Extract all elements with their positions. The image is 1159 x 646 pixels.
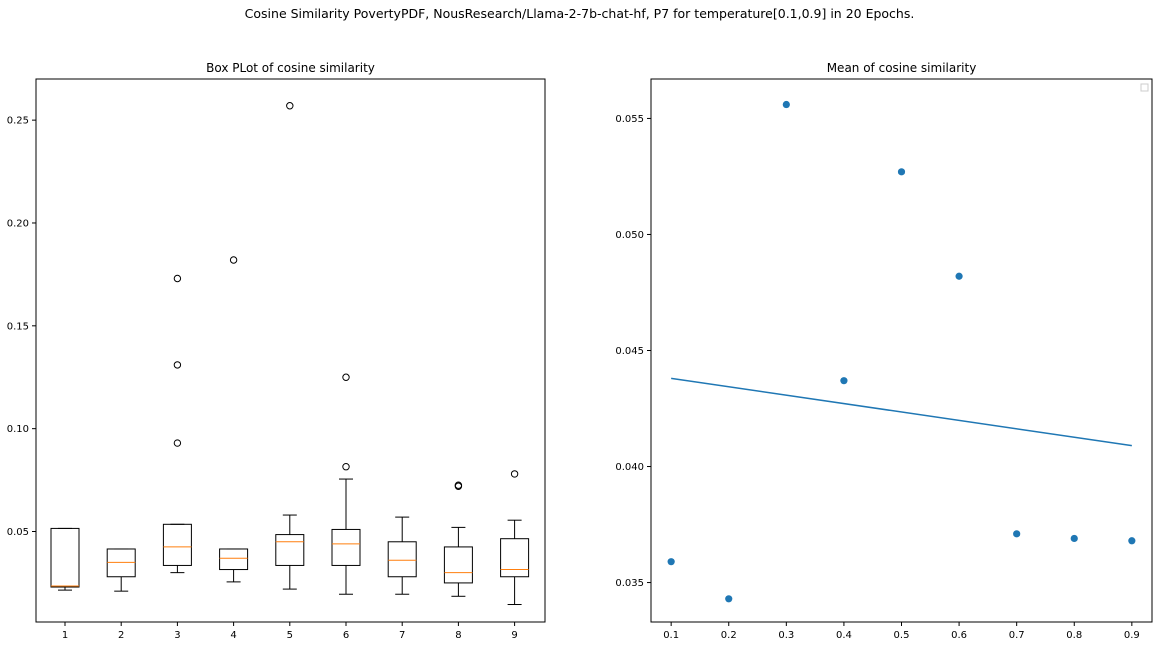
outlier-point — [342, 373, 350, 381]
box-iqr — [162, 523, 192, 566]
x-tick-label: 1 — [62, 630, 68, 641]
outlier-point — [173, 361, 182, 369]
x-tick-label: 0.4 — [836, 630, 852, 641]
y-tick-label: 0.05 — [7, 527, 29, 538]
x-tick-label: 8 — [455, 630, 461, 641]
y-tick-label: 0.050 — [615, 230, 644, 241]
x-tick-label: 0.7 — [1009, 630, 1025, 641]
y-tick-label: 0.20 — [7, 218, 29, 229]
x-tick-label: 9 — [511, 630, 517, 641]
outlier-point — [454, 481, 463, 489]
x-tick-label: 0.2 — [721, 630, 737, 641]
box-iqr — [50, 527, 80, 588]
box-iqr — [275, 534, 305, 566]
scatter-point — [1070, 534, 1078, 543]
scatter-point — [1128, 537, 1136, 545]
outlier-point — [173, 274, 182, 283]
scatter-point — [897, 168, 906, 176]
x-tick-label: 4 — [230, 630, 236, 641]
x-tick-label: 5 — [287, 630, 293, 641]
box-iqr — [387, 541, 417, 578]
y-tick-label: 0.040 — [615, 462, 644, 473]
outlier-point — [286, 102, 294, 110]
box-iqr — [500, 538, 530, 578]
scatter-point — [725, 595, 733, 603]
scatter-point — [782, 100, 790, 109]
box-iqr — [331, 528, 361, 566]
scatter-point — [955, 272, 963, 280]
y-tick-label: 0.15 — [7, 321, 29, 332]
box-plot-panel: Box PLot of cosine similarity 0.05 0.10 0.1… — [7, 61, 546, 641]
y-tick-label: 0.10 — [7, 424, 29, 435]
outlier-point — [342, 463, 350, 471]
y-tick-label: 0.045 — [615, 346, 644, 357]
x-tick-label: 3 — [174, 630, 180, 641]
scatter-title: Mean of cosine similarity — [827, 61, 977, 75]
scatter-point — [840, 377, 848, 385]
outlier-point — [229, 256, 238, 264]
scatter-point — [1013, 530, 1021, 538]
mean-scatter-panel: Mean of cosine similarity 0.035 0.040 0.045… — [615, 61, 1153, 641]
x-tick-label: 0.6 — [951, 630, 967, 641]
x-tick-label: 2 — [118, 630, 124, 641]
scatter-frame — [650, 78, 1153, 623]
x-tick-label: 0.9 — [1124, 630, 1140, 641]
x-tick-label: 0.1 — [663, 630, 679, 641]
box-iqr — [106, 548, 136, 578]
box-plot-title: Box PLot of cosine similarity — [206, 61, 375, 75]
x-tick-label: 0.8 — [1066, 630, 1082, 641]
x-tick-label: 7 — [399, 630, 405, 641]
y-tick-label: 0.035 — [615, 578, 644, 589]
trend-line — [671, 377, 1132, 447]
box-iqr — [443, 546, 473, 584]
figure-title: Cosine Similarity PovertyPDF, NousResear… — [244, 6, 915, 21]
x-tick-label: 0.5 — [894, 630, 910, 641]
x-tick-label: 6 — [343, 630, 349, 641]
legend-box — [1140, 83, 1149, 92]
box-iqr — [219, 548, 249, 571]
y-tick-label: 0.055 — [615, 114, 644, 125]
outlier-point — [173, 439, 182, 447]
x-tick-label: 0.3 — [778, 630, 794, 641]
box-plot-frame — [35, 78, 546, 623]
y-tick-label: 0.25 — [7, 116, 29, 127]
scatter-point — [667, 558, 675, 566]
outlier-point — [510, 470, 519, 478]
